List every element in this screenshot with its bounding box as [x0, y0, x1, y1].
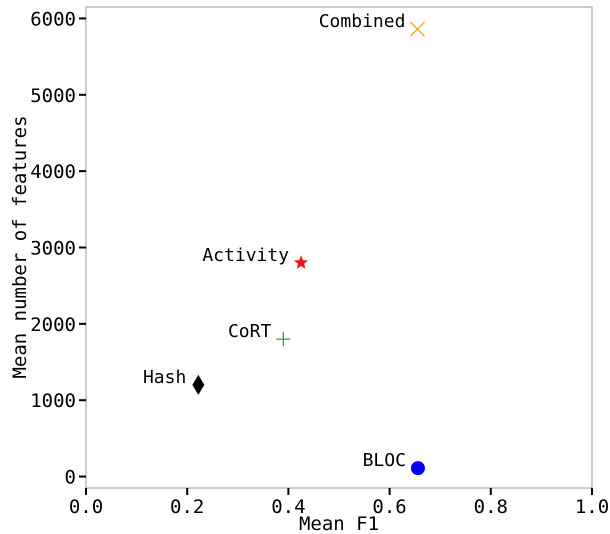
x-axis-ticks: 0.0 0.2 0.4 0.6 0.8 1.0: [69, 488, 609, 518]
bloc-point: [410, 461, 425, 476]
combined-label: Combined: [319, 11, 406, 32]
plot-frame: [85, 6, 593, 489]
y-axis-ticks: 0 1000 2000 3000 4000 5000 6000: [30, 8, 86, 489]
cort-label: CoRT: [228, 321, 272, 342]
data-points: Combined Activity CoRT Hash BLOC: [143, 11, 425, 476]
activity-point: [293, 255, 309, 269]
y-tick-label: 3000: [30, 238, 76, 260]
hash-point: [192, 374, 205, 395]
y-axis-title: Mean number of features: [9, 115, 31, 378]
x-axis-title: Mean F1: [299, 513, 379, 534]
y-tick-label: 2000: [30, 314, 76, 336]
y-tick-label: 4000: [30, 161, 76, 183]
bloc-label: BLOC: [363, 450, 406, 471]
x-tick-label: 0.2: [170, 496, 204, 518]
activity-label: Activity: [202, 245, 289, 266]
y-tick-label: 1000: [30, 390, 76, 412]
y-tick-label: 5000: [30, 85, 76, 107]
x-tick-label: 0.8: [474, 496, 508, 518]
x-tick-label: 0.6: [372, 496, 406, 518]
y-tick-label: 6000: [30, 8, 76, 30]
x-tick-label: 0.0: [69, 496, 103, 518]
combined-point: [409, 21, 425, 37]
y-tick-label: 0: [65, 467, 76, 489]
x-tick-label: 1.0: [575, 496, 609, 518]
cort-point: [276, 332, 291, 347]
x-tick-label: 0.4: [271, 496, 305, 518]
hash-label: Hash: [143, 367, 186, 388]
